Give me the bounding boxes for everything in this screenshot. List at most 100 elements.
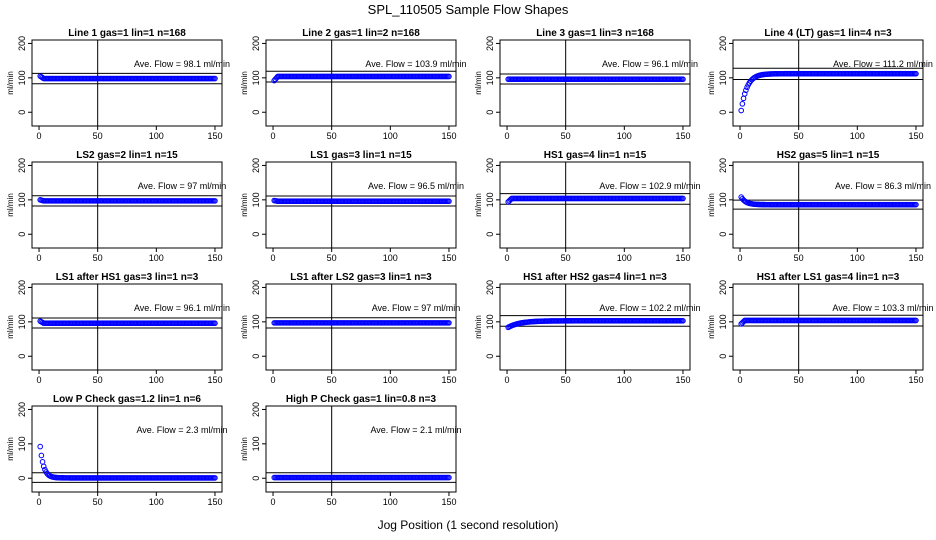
data-point [739,101,746,107]
plot-frame [265,283,457,371]
panel-11: HS1 after HS2 gas=4 lin=1 n=3 Ave. Flow =… [474,272,701,385]
y-tick-label: 200 [485,158,495,173]
plot-area [32,284,222,370]
y-tick-label: 100 [17,70,27,85]
y-axis-label: ml/min [240,437,249,461]
x-tick-label: 50 [794,131,804,141]
ave-flow-label: Ave. Flow = 111.2 ml/min [833,59,933,69]
plot-area [266,40,456,126]
plot-frame [732,161,924,249]
plot-area [500,40,690,126]
panel-10: LS1 after LS2 gas=3 lin=1 n=3 Ave. Flow =… [240,272,460,385]
x-tick-label: 50 [93,497,103,507]
y-axis-label: ml/min [474,71,483,95]
panel-9: LS1 after HS1 gas=3 lin=1 n=3 Ave. Flow =… [6,272,230,385]
x-tick-label: 0 [505,253,510,263]
plot-frame [31,161,223,249]
data-point [913,70,919,77]
plot-area [266,284,456,370]
y-axis-label: ml/min [474,193,483,217]
x-tick-label: 100 [850,375,865,385]
plot-area [32,406,222,492]
panel-5: LS2 gas=2 lin=1 n=15 Ave. Flow = 97 ml/mi… [6,150,226,263]
ave-flow-label: Ave. Flow = 2.3 ml/min [136,425,227,435]
plot-area [32,40,222,126]
x-tick-label: 0 [738,375,743,385]
y-tick-label: 200 [718,280,728,295]
plot-frame [732,283,924,371]
x-tick-label: 0 [271,497,276,507]
y-axis-label: ml/min [707,71,716,95]
panel-14: High P Check gas=1 lin=0.8 n=3 Ave. Flow … [240,394,462,507]
x-tick-label: 150 [207,497,222,507]
data-point [446,73,452,80]
x-tick-label: 100 [850,131,865,141]
x-tick-label: 100 [383,253,398,263]
x-tick-label: 100 [617,131,632,141]
y-axis-label: ml/min [707,193,716,217]
y-tick-label: 100 [251,70,261,85]
panel-title: HS1 gas=4 lin=1 n=15 [544,150,647,161]
y-tick-label: 0 [251,354,261,359]
panel-13: Low P Check gas=1.2 lin=1 n=6 Ave. Flow =… [6,394,228,507]
plot-frame [31,283,223,371]
panel-12: HS1 after LS1 gas=4 lin=1 n=3 Ave. Flow =… [707,272,934,385]
x-tick-label: 150 [207,375,222,385]
x-tick-label: 0 [37,375,42,385]
data-point [741,91,748,97]
ave-flow-label: Ave. Flow = 96.5 ml/min [368,181,464,191]
x-tick-label: 50 [327,375,337,385]
x-tick-label: 100 [617,375,632,385]
panel-title: LS1 after LS2 gas=3 lin=1 n=3 [290,272,432,283]
y-axis-label: ml/min [707,315,716,339]
data-point [39,459,46,465]
y-tick-label: 0 [17,110,27,115]
y-axis-label: ml/min [6,193,15,217]
panel-title: LS2 gas=2 lin=1 n=15 [76,150,178,161]
x-tick-label: 50 [93,375,103,385]
x-tick-label: 0 [37,253,42,263]
plot-area [733,40,923,126]
y-tick-label: 200 [251,36,261,51]
y-tick-label: 200 [251,280,261,295]
y-tick-label: 0 [17,354,27,359]
x-tick-label: 100 [617,253,632,263]
y-tick-label: 100 [485,70,495,85]
y-tick-label: 100 [718,192,728,207]
y-tick-label: 200 [485,280,495,295]
y-axis-label: ml/min [6,315,15,339]
plot-area [266,406,456,492]
data-point [212,75,218,82]
y-tick-label: 0 [251,110,261,115]
y-tick-label: 100 [485,192,495,207]
ave-flow-label: Ave. Flow = 2.1 ml/min [370,425,461,435]
panel-title: Low P Check gas=1.2 lin=1 n=6 [53,394,201,405]
x-tick-label: 100 [383,131,398,141]
y-tick-label: 200 [718,158,728,173]
ave-flow-label: Ave. Flow = 86.3 ml/min [835,181,931,191]
panel-4: Line 4 (LT) gas=1 lin=4 n=3 Ave. Flow = 1… [707,28,933,141]
panel-3: Line 3 gas=1 lin=3 n=168 Ave. Flow = 96.1… [474,28,698,141]
y-tick-label: 200 [718,36,728,51]
y-tick-label: 200 [251,402,261,417]
plot-area [500,284,690,370]
ave-flow-label: Ave. Flow = 97 ml/min [372,303,461,313]
y-axis-label: ml/min [6,71,15,95]
plot-frame [499,161,691,249]
ave-flow-label: Ave. Flow = 103.9 ml/min [365,59,466,69]
panel-title: Line 2 gas=1 lin=2 n=168 [302,28,420,39]
x-tick-label: 150 [675,253,690,263]
panel-8: HS2 gas=5 lin=1 n=15 Ave. Flow = 86.3 ml/… [707,150,931,263]
x-tick-label: 0 [738,253,743,263]
ave-flow-label: Ave. Flow = 98.1 ml/min [134,59,230,69]
y-tick-label: 0 [251,232,261,237]
x-tick-label: 100 [383,375,398,385]
y-tick-label: 200 [17,158,27,173]
plot-area [733,162,923,248]
y-tick-label: 100 [17,436,27,451]
x-tick-label: 150 [908,131,923,141]
x-tick-label: 100 [149,131,164,141]
x-tick-label: 50 [93,131,103,141]
x-tick-label: 100 [850,253,865,263]
